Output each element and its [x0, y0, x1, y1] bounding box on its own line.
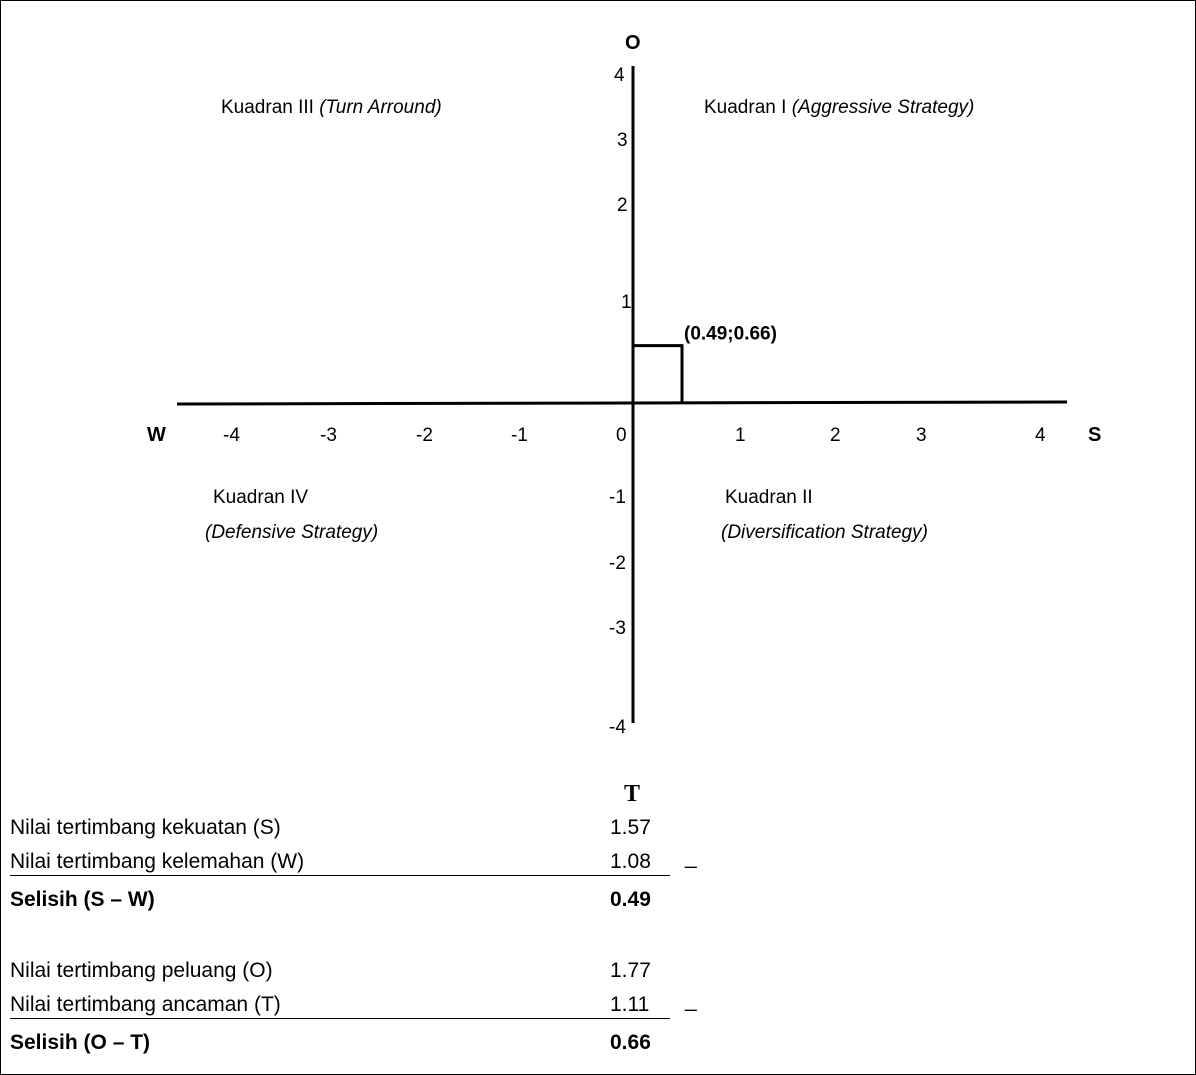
calc-underline — [10, 1018, 670, 1019]
y-tick-label: -3 — [609, 618, 626, 639]
x-tick-label: 3 — [916, 425, 927, 446]
calc-label: Selisih (S – W) — [10, 888, 155, 911]
y-tick-label: 4 — [614, 65, 625, 86]
y-tick-label: 1 — [621, 292, 632, 313]
quadrant-label-4-strategy: (Defensive Strategy) — [205, 522, 378, 543]
x-tick-label: -1 — [511, 425, 528, 446]
quadrant-label-4-name: Kuadran IV — [213, 487, 308, 508]
position-box — [633, 344, 684, 403]
axis-label-t: T — [624, 781, 640, 801]
axis-label-s: S — [1088, 424, 1101, 446]
y-tick-label: -2 — [609, 553, 626, 574]
calc-value: 0.66 — [610, 1031, 651, 1054]
quadrant-label-2-strategy: (Diversification Strategy) — [721, 522, 928, 543]
calc-value: 1.08 — [610, 850, 651, 873]
x-axis — [176, 400, 1068, 406]
quadrant-label-1: Kuadran I (Aggressive Strategy) — [704, 97, 974, 118]
subtract-sign: _ — [685, 846, 697, 869]
x-tick-label: 2 — [830, 425, 841, 446]
swot-quadrant-diagram: O W S T -4 -3 -2 -1 0 1 2 3 4 4 3 2 1 -1… — [147, 32, 1101, 801]
calc-value: 1.57 — [610, 816, 651, 839]
calc-row-diff-sw: Selisih (S – W) 0.49 — [10, 884, 710, 916]
position-point-label: (0.49;0.66) — [684, 324, 777, 345]
quadrant-label-3: Kuadran III (Turn Arround) — [221, 97, 442, 118]
quadrant-label-2-name: Kuadran II — [725, 487, 813, 508]
calc-label: Nilai tertimbang kekuatan (S) — [10, 816, 281, 839]
y-tick-label: -4 — [609, 717, 626, 738]
calc-label: Nilai tertimbang ancaman (T) — [10, 993, 281, 1016]
axis-label-w: W — [147, 424, 166, 446]
y-tick-label: -1 — [609, 487, 626, 508]
calc-label: Nilai tertimbang peluang (O) — [10, 959, 273, 982]
x-tick-label: -3 — [320, 425, 337, 446]
x-tick-label: -4 — [223, 425, 240, 446]
calc-row-threat: Nilai tertimbang ancaman (T) 1.11 _ — [10, 989, 710, 1021]
calc-underline — [10, 875, 670, 876]
axis-label-o: O — [625, 32, 641, 54]
calc-value: 1.11 — [610, 993, 650, 1016]
x-tick-label: 4 — [1035, 425, 1046, 446]
subtract-sign: _ — [685, 989, 697, 1012]
y-tick-label: 2 — [617, 195, 628, 216]
calc-row-strength: Nilai tertimbang kekuatan (S) 1.57 — [10, 812, 710, 844]
calc-label: Selisih (O – T) — [10, 1031, 151, 1054]
x-tick-label: 1 — [735, 425, 746, 446]
calc-label: Nilai tertimbang kelemahan (W) — [10, 850, 305, 873]
calc-row-opportunity: Nilai tertimbang peluang (O) 1.77 — [10, 955, 710, 987]
calc-row-weakness: Nilai tertimbang kelemahan (W) 1.08 _ — [10, 846, 710, 878]
calc-value: 0.49 — [610, 888, 651, 911]
calc-row-diff-ot: Selisih (O – T) 0.66 — [10, 1027, 710, 1059]
calc-value: 1.77 — [610, 959, 651, 982]
x-tick-label: 0 — [616, 425, 627, 446]
x-tick-label: -2 — [416, 425, 433, 446]
y-tick-label: 3 — [617, 130, 628, 151]
